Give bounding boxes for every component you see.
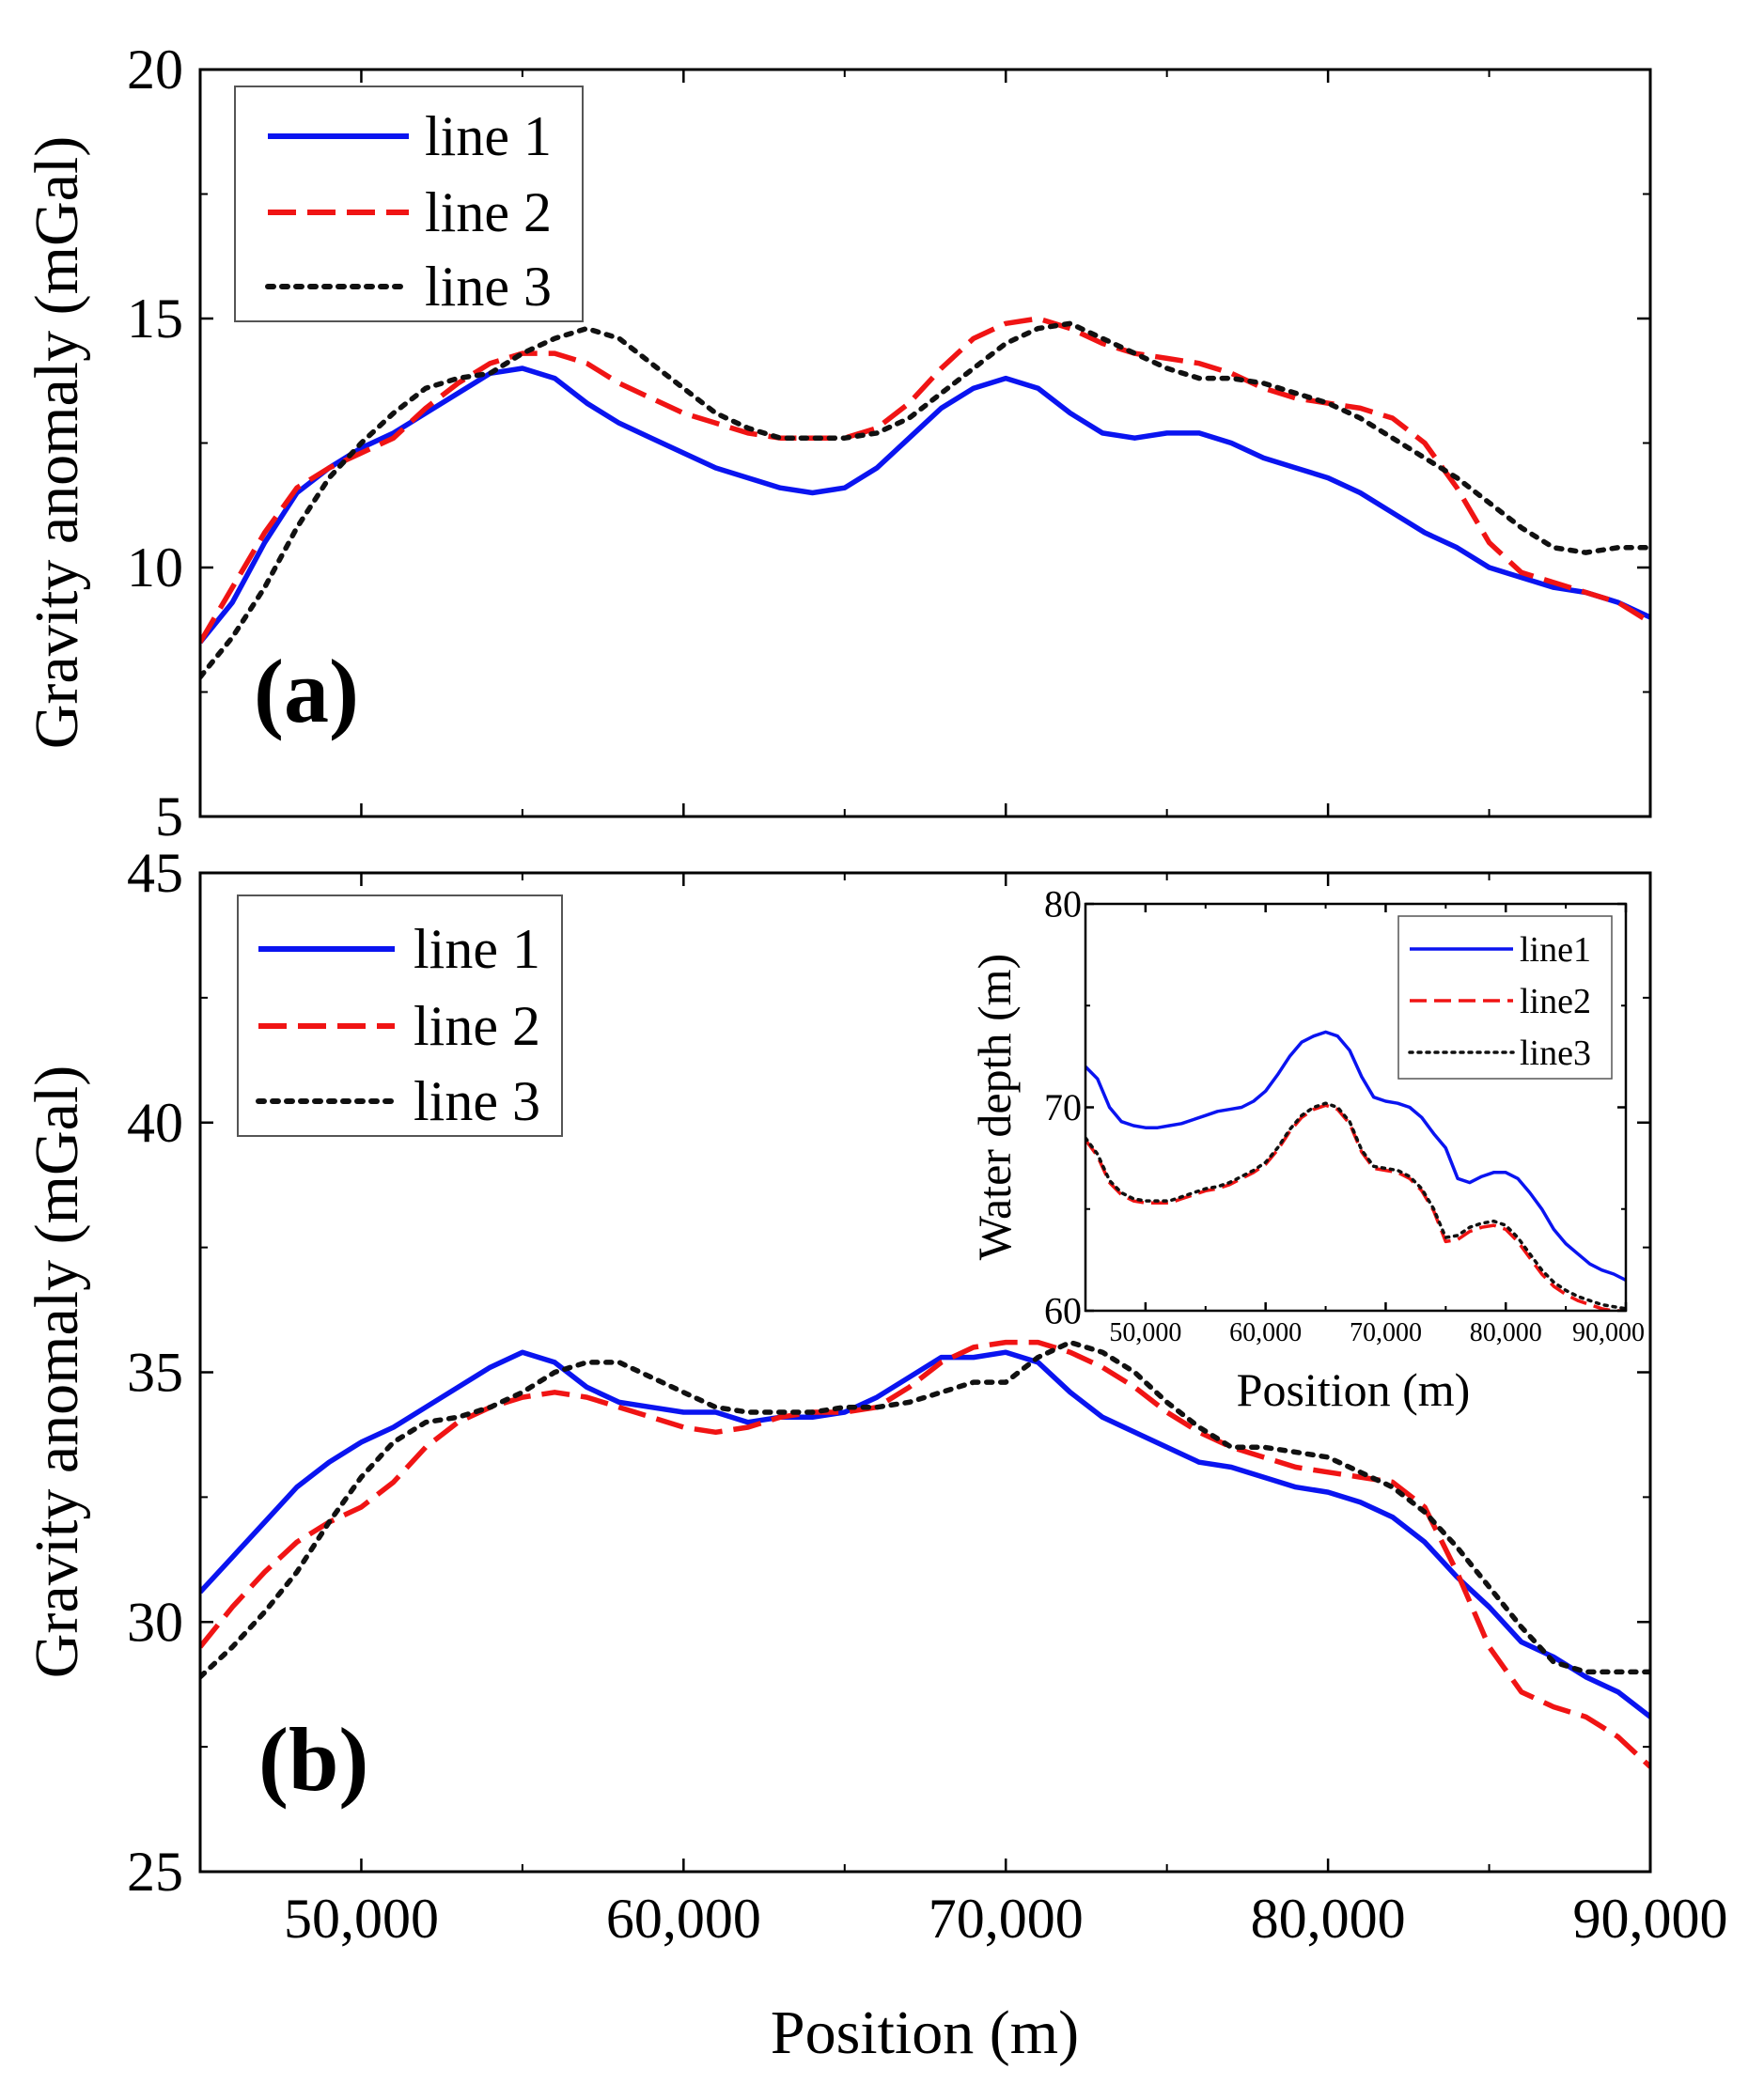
panel-a-legend-label-line-3: line 3 bbox=[425, 256, 552, 318]
in-ytick-label: 70 bbox=[1044, 1086, 1082, 1128]
in-xtick-label: 90,000 bbox=[1572, 1318, 1645, 1347]
panel-b-legend-box bbox=[237, 894, 563, 1137]
panel-a-series bbox=[200, 316, 1650, 680]
inset-legend-label-line3: line3 bbox=[1520, 1034, 1591, 1073]
in-series-line1 bbox=[1085, 1030, 1626, 1283]
inset-ylabel: Water depth (m) bbox=[968, 954, 1021, 1260]
a-series-line-2 bbox=[200, 316, 1650, 644]
inset-legend: line1 line2 line3 bbox=[1397, 915, 1613, 1080]
b-series-line-2 bbox=[200, 1339, 1650, 1769]
inset-xlabel: Position (m) bbox=[1237, 1363, 1471, 1416]
in-xtick-label: 80,000 bbox=[1470, 1318, 1542, 1347]
b-series-line-1 bbox=[200, 1349, 1650, 1719]
b-xtick-label: 70,000 bbox=[929, 1888, 1084, 1950]
panel-b-xlabel: Position (m) bbox=[771, 1999, 1079, 2067]
b-xtick-label: 60,000 bbox=[606, 1888, 761, 1950]
panel-b-legend: line 1 line 2 line 3 bbox=[237, 894, 563, 1137]
panel-b-ylabel: Gravity anomaly (mGal) bbox=[23, 1066, 91, 1678]
in-ytick-label: 80 bbox=[1044, 883, 1082, 926]
b-ytick-label: 45 bbox=[127, 842, 183, 904]
b-xtick-label: 50,000 bbox=[284, 1888, 439, 1950]
a-ytick-label: 15 bbox=[127, 288, 183, 350]
in-xtick-label: 60,000 bbox=[1229, 1318, 1302, 1347]
panel-b-legend-label-line-3: line 3 bbox=[414, 1070, 540, 1132]
in-series-line3 bbox=[1085, 1101, 1626, 1311]
panel-b-legend-label-line-1: line 1 bbox=[414, 918, 540, 980]
panel-a-legend-label-line-2: line 2 bbox=[425, 181, 552, 243]
panel-b-label: (b) bbox=[258, 1709, 368, 1810]
panel-a: 5 10 15 20 Gravity anomaly (mGal) (a) line … bbox=[23, 39, 1652, 848]
panel-b-frame bbox=[198, 871, 1652, 1874]
in-ytick-label: 60 bbox=[1044, 1290, 1082, 1332]
inset-ticks: 60 70 80 50,000 60,000 70,000 80,000 90,000 bbox=[1044, 883, 1645, 1348]
in-xtick-label: 50,000 bbox=[1109, 1318, 1181, 1347]
a-series-line-1 bbox=[200, 366, 1650, 645]
inset-legend-label-line1: line1 bbox=[1520, 930, 1591, 970]
panel-b-legend-label-line-2: line 2 bbox=[414, 995, 540, 1057]
a-ytick-label: 5 bbox=[155, 786, 183, 848]
a-ytick-label: 10 bbox=[127, 537, 183, 599]
panel-a-legend: line 1 line 2 line 3 bbox=[234, 86, 584, 322]
panel-b: 25 30 35 40 45 50,000 60,000 70,000 80,000 90,000… bbox=[23, 842, 1728, 2067]
b-ytick-label: 30 bbox=[127, 1591, 183, 1653]
inset-chart: 60 70 80 50,000 60,000 70,000 80,000 90,000 Wat… bbox=[968, 883, 1645, 1417]
b-series-line-3 bbox=[200, 1339, 1650, 1680]
a-ytick-label: 20 bbox=[127, 39, 183, 101]
b-ytick-label: 35 bbox=[127, 1342, 183, 1404]
inset-frame bbox=[1084, 902, 1628, 1313]
panel-a-label: (a) bbox=[254, 641, 359, 741]
b-xtick-label: 90,000 bbox=[1573, 1888, 1728, 1950]
panel-b-series bbox=[200, 1339, 1650, 1769]
b-ytick-label: 25 bbox=[127, 1841, 183, 1903]
panel-a-ticks: 5 10 15 20 bbox=[127, 39, 1652, 848]
panel-a-frame bbox=[198, 68, 1652, 818]
inset-series bbox=[1085, 1030, 1626, 1311]
b-xtick-label: 80,000 bbox=[1251, 1888, 1406, 1950]
inset-legend-label-line2: line2 bbox=[1520, 982, 1591, 1021]
a-series-line-3 bbox=[200, 320, 1650, 680]
b-ytick-label: 40 bbox=[127, 1092, 183, 1154]
panel-a-legend-box bbox=[234, 86, 584, 322]
in-xtick-label: 70,000 bbox=[1350, 1318, 1422, 1347]
panel-a-ylabel: Gravity anomaly (mGal) bbox=[23, 136, 91, 749]
panel-a-legend-label-line-1: line 1 bbox=[425, 105, 552, 167]
